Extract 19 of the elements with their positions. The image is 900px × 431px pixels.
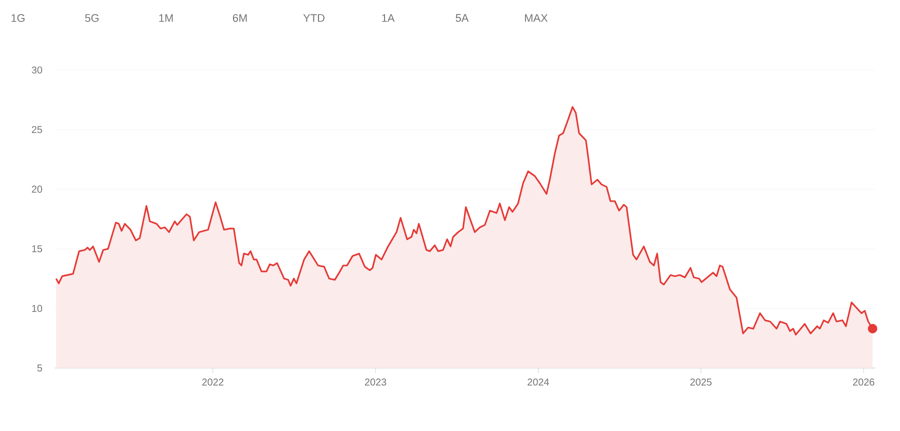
x-tick-label: 2025 [690, 378, 712, 386]
x-tick-label: 2024 [528, 378, 550, 386]
y-tick-label: 15 [32, 245, 42, 252]
text: 5G [85, 14, 98, 22]
text: 6M [232, 14, 247, 22]
y-tick-label: 30 [32, 66, 42, 74]
y-tick-label: 10 [32, 304, 42, 312]
text: MAX [525, 14, 548, 22]
text: 5A [456, 14, 469, 22]
x-tick-label: 2022 [202, 378, 224, 386]
text: 1G [12, 14, 24, 22]
y-tick-label: 25 [32, 126, 42, 134]
text: YTD [303, 14, 324, 22]
text: 1A [382, 14, 395, 22]
x-tick-label: 2023 [364, 378, 386, 386]
text: 1M [159, 14, 173, 22]
x-tick-label: 2026 [853, 378, 874, 386]
y-tick-label: 20 [32, 186, 42, 193]
y-tick-label: 5 [37, 364, 42, 372]
